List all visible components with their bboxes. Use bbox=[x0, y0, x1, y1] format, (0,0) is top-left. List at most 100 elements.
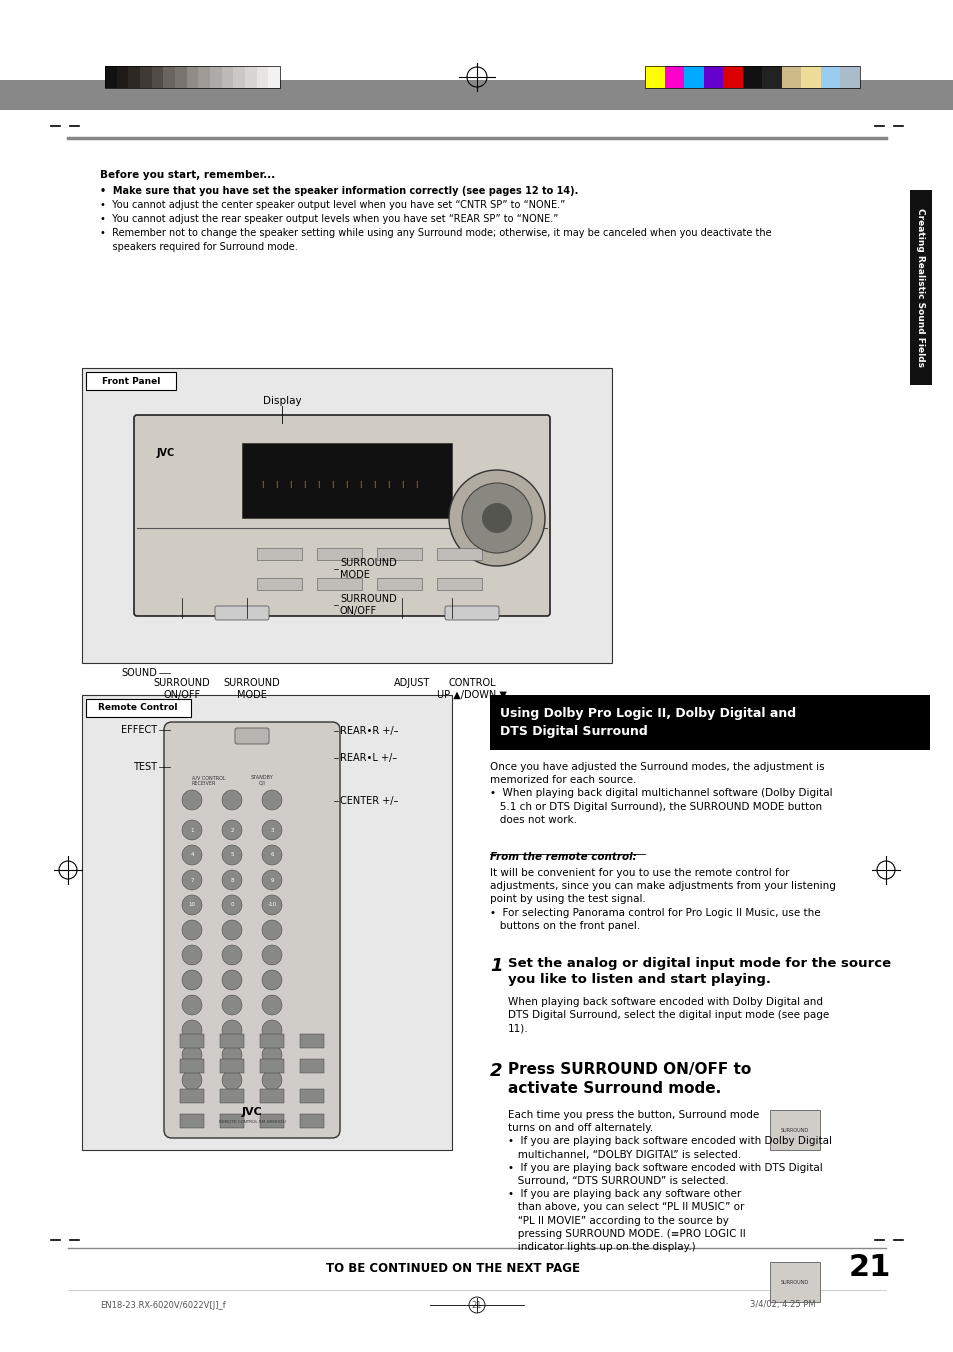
Text: TEST: TEST bbox=[132, 763, 157, 772]
Circle shape bbox=[262, 845, 282, 865]
Bar bbox=[220, 1059, 244, 1073]
Bar bbox=[260, 1059, 284, 1073]
Circle shape bbox=[182, 919, 202, 940]
Text: •  You cannot adjust the rear speaker output levels when you have set “REAR SP” : • You cannot adjust the rear speaker out… bbox=[100, 214, 558, 224]
Circle shape bbox=[222, 845, 242, 865]
Text: 6: 6 bbox=[270, 853, 274, 857]
Text: 7: 7 bbox=[190, 877, 193, 883]
Bar bbox=[742, 66, 761, 88]
Circle shape bbox=[222, 969, 242, 990]
Bar bbox=[769, 1261, 820, 1302]
Bar bbox=[820, 66, 840, 88]
Bar bbox=[260, 1114, 284, 1128]
Circle shape bbox=[262, 895, 282, 915]
Circle shape bbox=[449, 470, 544, 566]
Bar bbox=[245, 66, 256, 88]
Bar bbox=[299, 1088, 324, 1103]
Text: STANDBY
O/I: STANDBY O/I bbox=[251, 775, 274, 786]
Circle shape bbox=[262, 919, 282, 940]
Bar bbox=[220, 1114, 244, 1128]
Bar bbox=[256, 66, 268, 88]
Text: Each time you press the button, Surround mode
turns on and off alternately.
•  I: Each time you press the button, Surround… bbox=[507, 1110, 831, 1252]
Text: ADJUST: ADJUST bbox=[394, 677, 430, 688]
Bar bbox=[299, 1059, 324, 1073]
Bar bbox=[86, 699, 191, 717]
Text: Before you start, remember...: Before you start, remember... bbox=[100, 170, 275, 180]
Circle shape bbox=[222, 945, 242, 965]
Bar bbox=[116, 66, 129, 88]
Bar bbox=[152, 66, 163, 88]
Text: Set the analog or digital input mode for the source
you like to listen and start: Set the analog or digital input mode for… bbox=[507, 957, 890, 986]
Bar bbox=[299, 1114, 324, 1128]
Text: |: | bbox=[289, 481, 291, 488]
Bar bbox=[781, 66, 801, 88]
Circle shape bbox=[222, 1019, 242, 1040]
Bar bbox=[82, 368, 612, 662]
Circle shape bbox=[222, 1069, 242, 1090]
Text: Using Dolby Pro Logic II, Dolby Digital and
DTS Digital Surround: Using Dolby Pro Logic II, Dolby Digital … bbox=[499, 707, 796, 737]
Bar bbox=[316, 548, 361, 560]
Text: 1: 1 bbox=[490, 957, 502, 975]
Bar bbox=[220, 1034, 244, 1048]
Bar bbox=[82, 695, 452, 1151]
Text: JVC: JVC bbox=[241, 1107, 262, 1117]
Text: REMOTE CONTROL RM-SR6022U: REMOTE CONTROL RM-SR6022U bbox=[218, 1119, 285, 1124]
Text: From the remote control:: From the remote control: bbox=[490, 852, 636, 863]
Text: |: | bbox=[415, 481, 416, 488]
Bar bbox=[163, 66, 174, 88]
Bar bbox=[769, 1110, 820, 1151]
Bar bbox=[180, 1114, 204, 1128]
Circle shape bbox=[222, 869, 242, 890]
Text: REAR•R +/–: REAR•R +/– bbox=[339, 726, 398, 735]
Text: 21: 21 bbox=[848, 1253, 890, 1283]
Text: It will be convenient for you to use the remote control for
adjustments, since y: It will be convenient for you to use the… bbox=[490, 868, 835, 930]
Circle shape bbox=[262, 945, 282, 965]
Bar bbox=[436, 579, 481, 589]
Text: |: | bbox=[358, 481, 361, 488]
Bar bbox=[129, 66, 140, 88]
Text: 10: 10 bbox=[189, 903, 195, 907]
Bar bbox=[180, 1034, 204, 1048]
Text: |: | bbox=[331, 481, 333, 488]
Circle shape bbox=[182, 821, 202, 840]
Bar bbox=[316, 579, 361, 589]
Text: 8: 8 bbox=[230, 877, 233, 883]
Bar bbox=[198, 66, 210, 88]
Bar bbox=[703, 66, 722, 88]
Bar bbox=[174, 66, 187, 88]
Bar bbox=[683, 66, 703, 88]
Text: |: | bbox=[373, 481, 375, 488]
Text: 9: 9 bbox=[270, 877, 274, 883]
Text: Once you have adjusted the Surround modes, the adjustment is
memorized for each : Once you have adjusted the Surround mode… bbox=[490, 763, 832, 825]
Bar bbox=[187, 66, 198, 88]
Text: SURROUND
ON/OFF: SURROUND ON/OFF bbox=[153, 677, 211, 699]
Text: |: | bbox=[344, 481, 347, 488]
Text: Press SURROUND ON/OFF to
activate Surround mode.: Press SURROUND ON/OFF to activate Surrou… bbox=[507, 1063, 750, 1095]
Text: Front Panel: Front Panel bbox=[102, 376, 160, 385]
Bar bbox=[644, 66, 664, 88]
Circle shape bbox=[461, 483, 532, 553]
Text: •  Remember not to change the speaker setting while using any Surround mode; oth: • Remember not to change the speaker set… bbox=[100, 228, 771, 238]
Text: 2: 2 bbox=[230, 827, 233, 833]
FancyBboxPatch shape bbox=[133, 415, 550, 617]
Circle shape bbox=[262, 995, 282, 1015]
Circle shape bbox=[182, 895, 202, 915]
Circle shape bbox=[481, 503, 512, 533]
Text: |: | bbox=[316, 481, 319, 488]
Text: |: | bbox=[386, 481, 389, 488]
Text: Remote Control: Remote Control bbox=[98, 703, 177, 713]
Text: EN18-23.RX-6020V/6022V[J]_f: EN18-23.RX-6020V/6022V[J]_f bbox=[100, 1301, 226, 1310]
Bar bbox=[436, 548, 481, 560]
Circle shape bbox=[262, 1019, 282, 1040]
Circle shape bbox=[262, 1069, 282, 1090]
Bar bbox=[664, 66, 683, 88]
Circle shape bbox=[182, 995, 202, 1015]
Text: •  Make sure that you have set the speaker information correctly (see pages 12 t: • Make sure that you have set the speake… bbox=[100, 187, 578, 196]
Circle shape bbox=[222, 790, 242, 810]
FancyBboxPatch shape bbox=[164, 722, 339, 1138]
Circle shape bbox=[182, 790, 202, 810]
FancyBboxPatch shape bbox=[234, 727, 269, 744]
Bar bbox=[260, 1088, 284, 1103]
Circle shape bbox=[182, 969, 202, 990]
Text: 2: 2 bbox=[490, 1063, 502, 1080]
